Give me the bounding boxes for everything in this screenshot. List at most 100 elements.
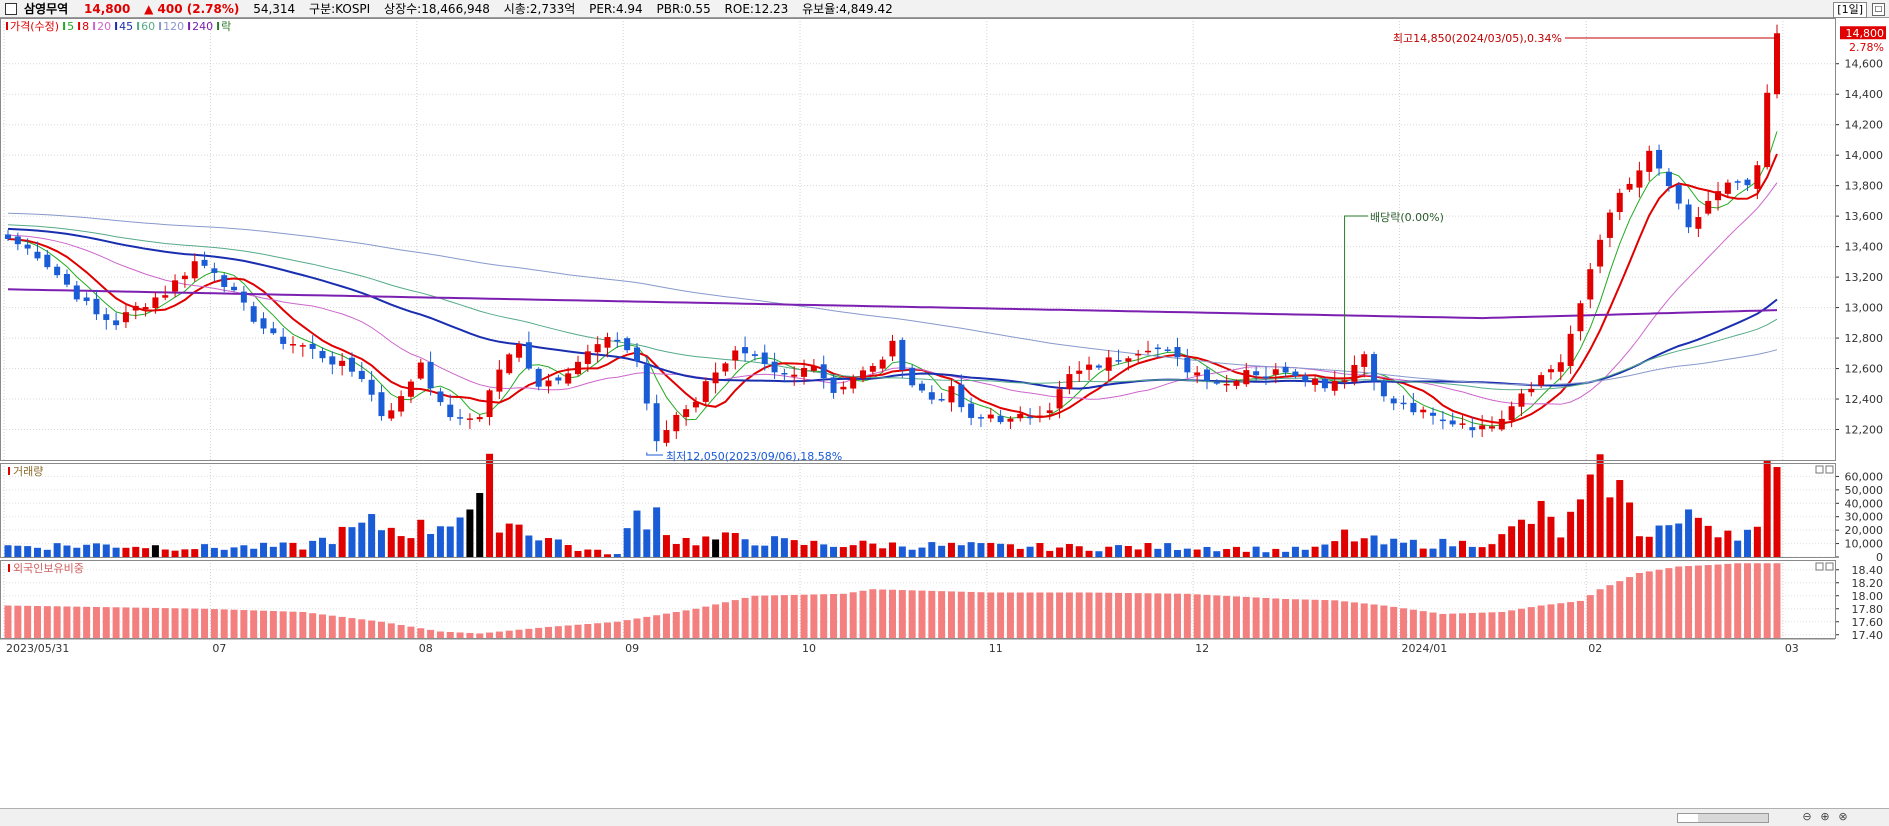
candle — [624, 336, 631, 353]
ma-line-60 — [7, 224, 1778, 391]
period-selector[interactable]: [1일] — [1833, 2, 1867, 18]
legend-label[interactable]: 5 — [67, 20, 74, 33]
candle-body — [172, 280, 179, 292]
candle-body — [1538, 375, 1545, 386]
market-type: 구분:KOSPI — [309, 2, 371, 16]
candle — [437, 387, 444, 406]
volume-bar — [1380, 544, 1388, 557]
legend-label[interactable]: 가격(수정) — [10, 20, 59, 33]
volume-bar — [1626, 502, 1634, 557]
candle — [1046, 402, 1053, 420]
candle — [997, 409, 1004, 425]
candle — [113, 312, 120, 330]
candle — [633, 342, 640, 368]
candle — [1095, 363, 1102, 371]
foreign-bar — [1537, 605, 1545, 638]
candle-body — [977, 417, 984, 419]
maximize-icon[interactable]: □ — [1872, 3, 1885, 16]
volume-bar — [1105, 546, 1113, 557]
candle-body — [781, 372, 788, 375]
volume-bar — [466, 509, 474, 557]
candle — [260, 312, 267, 335]
chart-scrollbar[interactable] — [1677, 813, 1769, 823]
candle-body — [1626, 183, 1633, 190]
candle-body — [1597, 239, 1604, 267]
candle-body — [1292, 371, 1299, 376]
candle-body — [1528, 388, 1535, 393]
candle — [1557, 354, 1564, 381]
candle-body — [1056, 389, 1063, 409]
foreign-bar — [515, 629, 523, 638]
legend-label[interactable]: 20 — [97, 20, 111, 33]
candle — [457, 409, 464, 426]
panel-close-icon[interactable] — [1825, 562, 1834, 571]
candle-body — [1007, 418, 1014, 422]
foreign-title-text: 외국인보유비중 — [13, 562, 84, 575]
legend-label[interactable]: 락 — [221, 20, 231, 33]
candle-body — [191, 261, 198, 279]
candle — [909, 364, 916, 388]
foreign-bar — [1567, 602, 1575, 638]
volume-bar — [1400, 542, 1408, 557]
price-tick-label: 12,800 — [1845, 332, 1884, 345]
candle-body — [1734, 181, 1741, 183]
volume-bar — [328, 544, 336, 557]
candle-body — [1027, 416, 1034, 419]
zoom-reset-icon[interactable]: ⊗ — [1838, 810, 1848, 823]
scroll-thumb[interactable] — [1698, 814, 1768, 822]
date-tick-label: 07 — [212, 642, 226, 655]
window-menu-icon[interactable] — [5, 3, 17, 15]
candle — [791, 366, 798, 386]
volume-bar — [1046, 550, 1054, 557]
date-tick-label: 11 — [989, 642, 1003, 655]
zoom-in-icon[interactable]: ⊕ — [1820, 810, 1830, 823]
volume-bar — [1498, 534, 1506, 557]
candle — [1253, 366, 1260, 381]
candle — [516, 340, 523, 362]
price-tick-label: 13,600 — [1845, 210, 1884, 223]
volume-bar — [92, 543, 100, 557]
legend-label[interactable]: 120 — [163, 20, 184, 33]
legend-label[interactable]: 45 — [119, 20, 133, 33]
legend-label[interactable]: 240 — [192, 20, 213, 33]
candle-body — [1459, 423, 1466, 425]
foreign-bar — [210, 609, 218, 638]
volume-bar — [230, 547, 238, 557]
volume-bar — [181, 549, 189, 557]
chart-header: 삼영무역 14,800 ▲ 400 (2.78%) 54,314 구분:KOSP… — [0, 0, 1889, 18]
ma-line-8 — [7, 153, 1778, 425]
foreign-bar — [1036, 592, 1044, 638]
panel-minimize-icon[interactable] — [1815, 562, 1824, 571]
foreign-bar — [1744, 563, 1752, 638]
volume-tick-label: 0 — [1876, 551, 1883, 564]
legend-label[interactable]: 60 — [141, 20, 155, 33]
volume-bar — [957, 545, 965, 557]
foreign-bar — [1223, 595, 1231, 638]
volume-bar — [1527, 523, 1535, 557]
stock-chart[interactable]: 12,200 12,400 12,600 12,800 13,000 13,200 13,4… — [0, 18, 1889, 808]
volume-bar — [1753, 526, 1761, 557]
volume-bar — [269, 546, 277, 557]
legend-label[interactable]: 8 — [82, 20, 89, 33]
panel-close-icon[interactable] — [1825, 465, 1834, 474]
foreign-bar — [771, 595, 779, 638]
candle-body — [250, 306, 257, 322]
volume-bar — [662, 535, 670, 557]
candle — [1774, 28, 1780, 99]
panel-minimize-icon[interactable] — [1815, 465, 1824, 474]
candle-body — [968, 403, 975, 418]
candle-body — [1017, 413, 1024, 419]
candle-body — [1253, 371, 1260, 376]
foreign-bar — [741, 597, 749, 638]
candles — [5, 28, 1780, 452]
foreign-bar — [1115, 592, 1123, 638]
candle — [1469, 417, 1476, 438]
candle-body — [1665, 171, 1672, 187]
volume-bar — [859, 540, 867, 557]
foreign-bar — [279, 611, 287, 638]
candle — [869, 362, 876, 375]
volume-bar — [790, 540, 798, 557]
zoom-out-icon[interactable]: ⊖ — [1802, 810, 1812, 823]
candle — [1439, 411, 1446, 430]
candle-body — [1705, 200, 1712, 214]
